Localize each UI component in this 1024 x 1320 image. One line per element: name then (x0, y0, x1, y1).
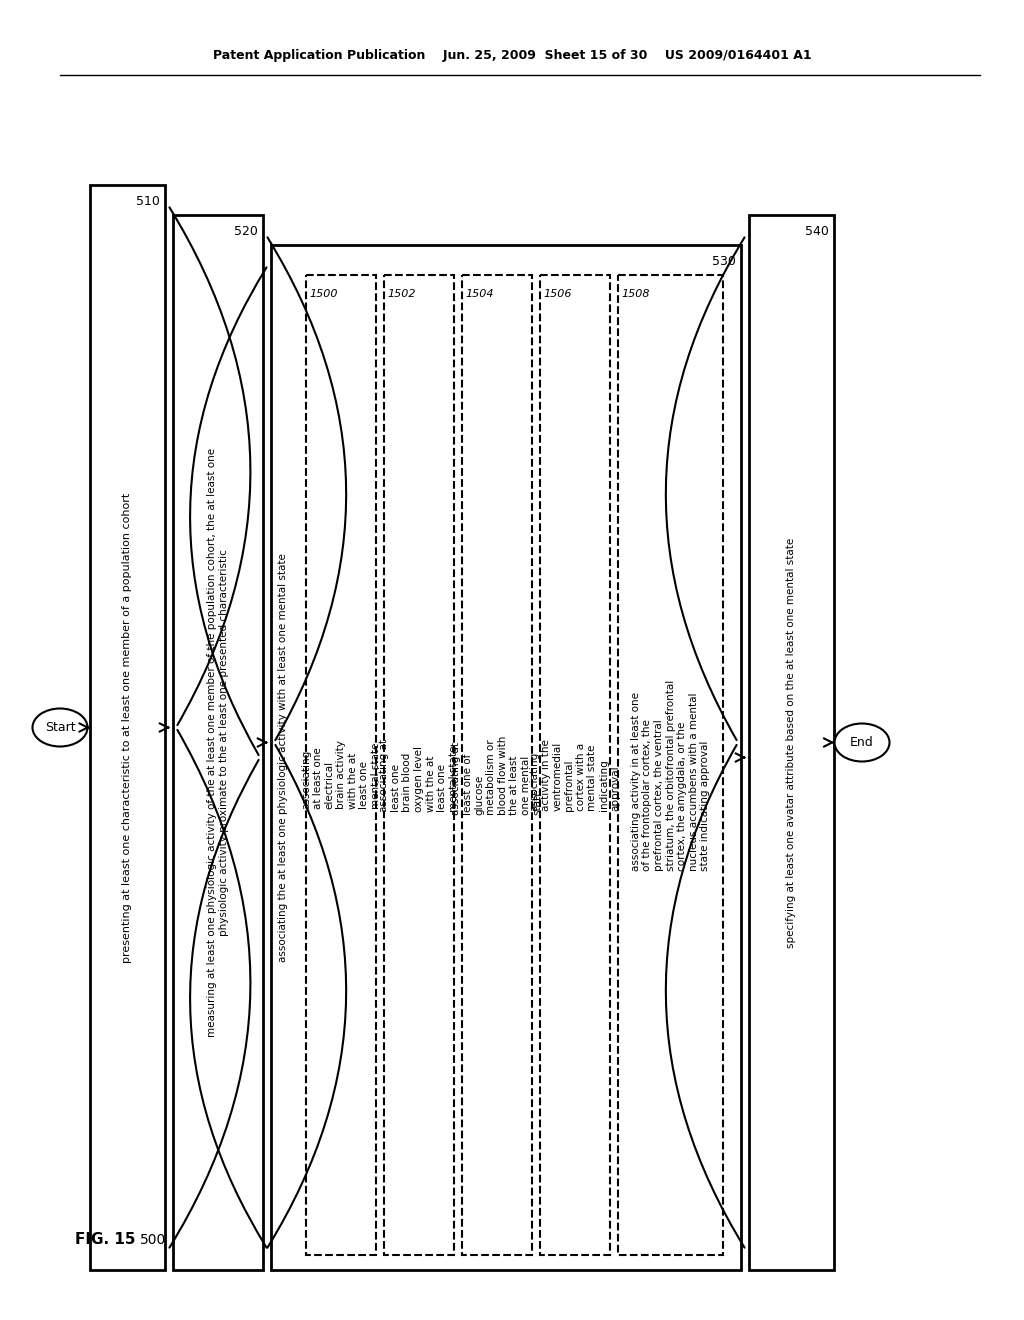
Text: 540: 540 (805, 224, 829, 238)
Text: 1504: 1504 (465, 289, 494, 300)
Text: measuring at least one physiologic activity of the at least one member of the po: measuring at least one physiologic activ… (207, 447, 228, 1038)
FancyBboxPatch shape (90, 185, 165, 1270)
FancyBboxPatch shape (462, 275, 532, 1255)
Text: associating at
least one of
glucose
metabolism or
blood flow with
the at least
o: associating at least one of glucose meta… (452, 735, 543, 814)
Text: associating at
least one
brain blood
oxygen level
with the at
least one
mental s: associating at least one brain blood oxy… (379, 738, 459, 812)
Text: 1508: 1508 (621, 289, 649, 300)
Text: 520: 520 (234, 224, 258, 238)
Text: 530: 530 (712, 255, 736, 268)
Text: 500: 500 (140, 1233, 166, 1247)
Text: FIG. 15: FIG. 15 (75, 1233, 135, 1247)
FancyBboxPatch shape (749, 215, 834, 1270)
Text: associating the at least one physiologic activity with at least one mental state: associating the at least one physiologic… (278, 553, 288, 962)
Ellipse shape (835, 723, 890, 762)
Text: specifying at least one avatar attribute based on the at least one mental state: specifying at least one avatar attribute… (786, 537, 797, 948)
FancyBboxPatch shape (540, 275, 610, 1255)
Text: associating
at least one
electrical
brain activity
with the at
least one
mental : associating at least one electrical brai… (301, 741, 381, 809)
FancyBboxPatch shape (173, 215, 263, 1270)
Text: End: End (850, 737, 873, 748)
Text: presenting at least one characteristic to at least one member of a population co: presenting at least one characteristic t… (123, 492, 132, 962)
Text: 510: 510 (136, 195, 160, 209)
Text: associating
activity in the
ventromedial
prefrontal
cortex with a
mental state
i: associating activity in the ventromedial… (529, 739, 621, 810)
FancyBboxPatch shape (618, 275, 723, 1255)
Text: 1506: 1506 (543, 289, 571, 300)
Text: Start: Start (45, 721, 76, 734)
Text: 1500: 1500 (309, 289, 338, 300)
FancyBboxPatch shape (271, 246, 741, 1270)
Text: associating activity in at least one
of the frontopolar cortex, the
prefrontal c: associating activity in at least one of … (631, 680, 711, 871)
FancyBboxPatch shape (306, 275, 376, 1255)
Text: 1502: 1502 (387, 289, 416, 300)
Ellipse shape (33, 709, 87, 747)
Text: Patent Application Publication    Jun. 25, 2009  Sheet 15 of 30    US 2009/01644: Patent Application Publication Jun. 25, … (213, 49, 811, 62)
FancyBboxPatch shape (384, 275, 454, 1255)
